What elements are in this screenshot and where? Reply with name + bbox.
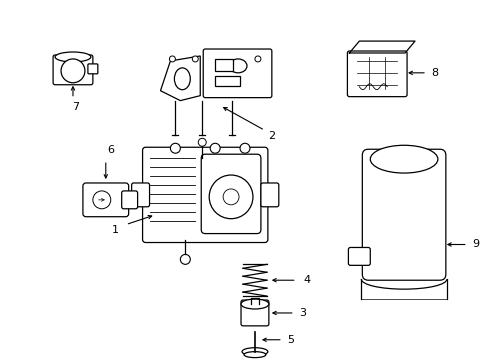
FancyBboxPatch shape	[142, 147, 267, 243]
FancyBboxPatch shape	[346, 51, 406, 96]
Ellipse shape	[55, 52, 91, 62]
FancyBboxPatch shape	[362, 149, 445, 280]
Text: 8: 8	[430, 68, 438, 78]
FancyBboxPatch shape	[261, 183, 278, 207]
Text: 9: 9	[471, 239, 478, 249]
FancyBboxPatch shape	[203, 49, 271, 98]
Circle shape	[210, 143, 220, 153]
FancyBboxPatch shape	[215, 76, 240, 86]
Ellipse shape	[244, 352, 265, 357]
FancyBboxPatch shape	[201, 154, 261, 234]
FancyBboxPatch shape	[347, 247, 369, 265]
Ellipse shape	[369, 145, 437, 173]
Polygon shape	[160, 56, 200, 100]
Text: 6: 6	[107, 145, 114, 155]
FancyBboxPatch shape	[241, 300, 268, 326]
FancyBboxPatch shape	[215, 59, 233, 71]
FancyBboxPatch shape	[53, 55, 93, 85]
Ellipse shape	[174, 68, 190, 90]
Circle shape	[169, 56, 175, 62]
Circle shape	[170, 143, 180, 153]
Circle shape	[93, 191, 111, 209]
Circle shape	[198, 138, 206, 146]
Text: 2: 2	[268, 131, 275, 141]
FancyBboxPatch shape	[131, 183, 149, 207]
FancyBboxPatch shape	[88, 64, 98, 74]
FancyBboxPatch shape	[83, 183, 128, 217]
Text: 3: 3	[299, 308, 305, 318]
Circle shape	[254, 56, 261, 62]
Ellipse shape	[228, 59, 246, 73]
Circle shape	[223, 189, 239, 205]
Text: 4: 4	[303, 275, 309, 285]
Circle shape	[240, 143, 249, 153]
Text: 5: 5	[286, 335, 294, 345]
Circle shape	[192, 56, 198, 62]
Text: 1: 1	[112, 225, 119, 235]
Circle shape	[180, 255, 190, 264]
Text: 7: 7	[72, 102, 80, 112]
Circle shape	[209, 175, 252, 219]
Ellipse shape	[242, 348, 267, 356]
Circle shape	[61, 59, 85, 83]
Ellipse shape	[241, 299, 268, 309]
FancyBboxPatch shape	[122, 191, 137, 209]
